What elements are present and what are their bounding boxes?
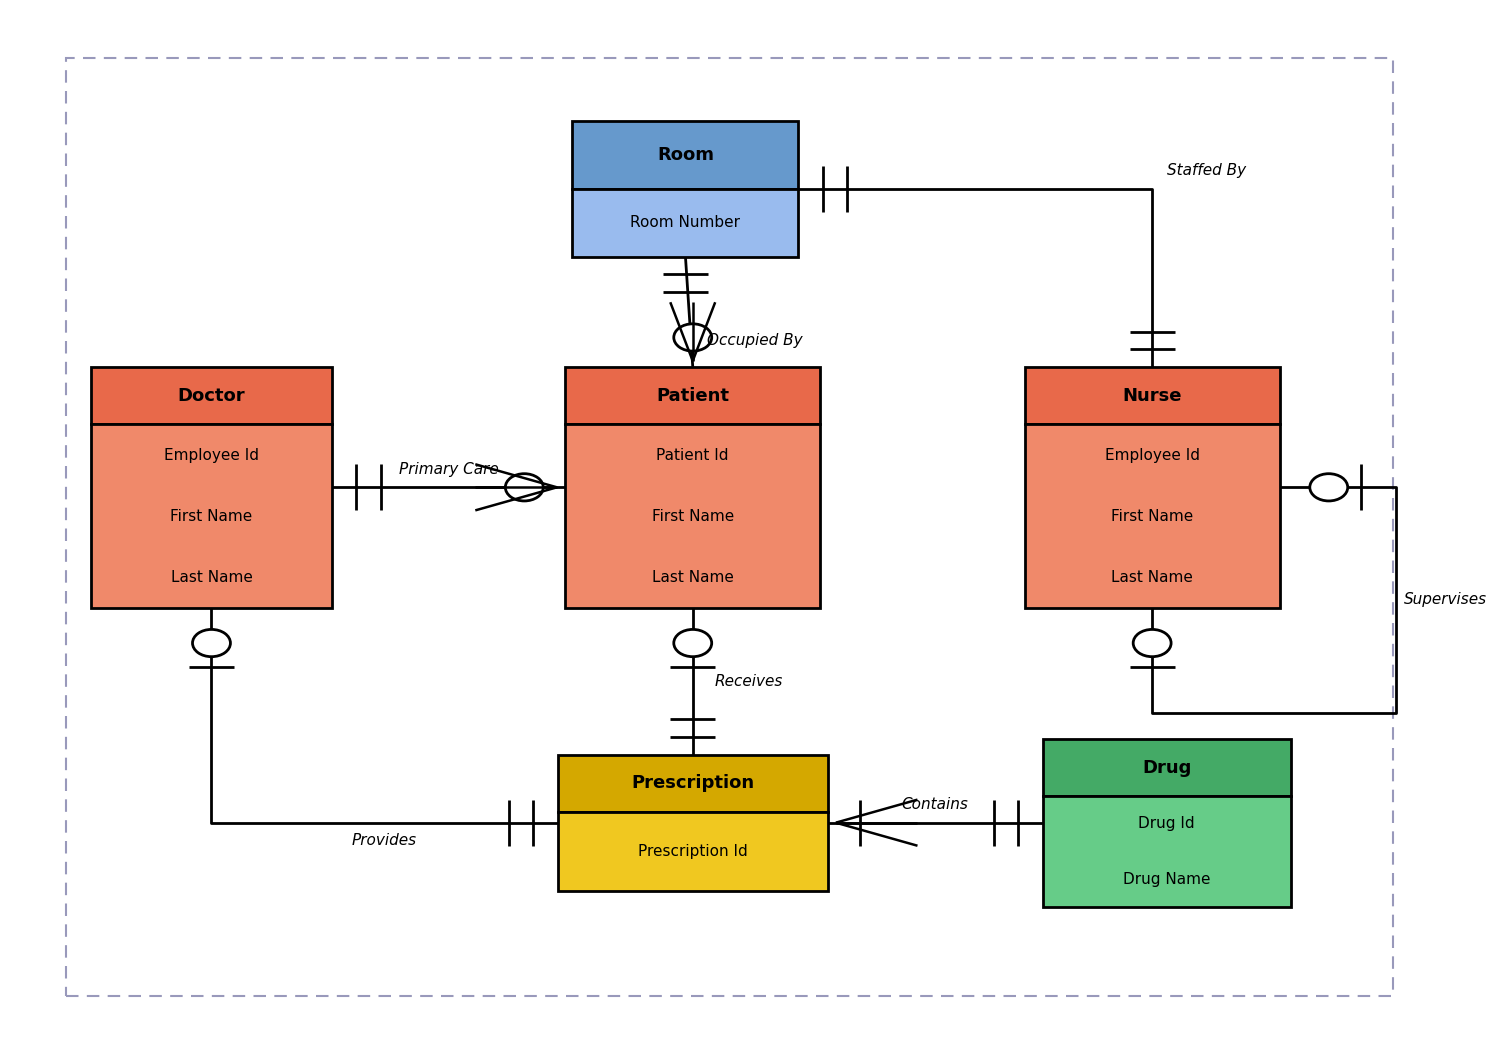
Text: Last Name: Last Name: [171, 570, 252, 585]
Text: Doctor: Doctor: [178, 387, 246, 405]
Text: Last Name: Last Name: [652, 570, 734, 585]
Text: Drug Id: Drug Id: [1138, 816, 1195, 831]
Circle shape: [505, 474, 544, 501]
Bar: [1043, 796, 1291, 907]
Text: Employee Id: Employee Id: [163, 447, 259, 462]
Text: Patient Id: Patient Id: [656, 447, 730, 462]
Circle shape: [1309, 474, 1348, 501]
Bar: [66, 58, 1393, 996]
Bar: [1043, 739, 1291, 796]
Circle shape: [674, 630, 712, 657]
Text: Prescription Id: Prescription Id: [638, 844, 748, 859]
Bar: [1025, 367, 1279, 424]
Text: Drug Name: Drug Name: [1124, 872, 1210, 887]
Text: Contains: Contains: [902, 798, 969, 812]
Text: First Name: First Name: [652, 508, 734, 524]
Bar: [572, 189, 798, 257]
Text: Patient: Patient: [656, 387, 730, 405]
Text: Provides: Provides: [352, 833, 418, 848]
Text: Prescription: Prescription: [631, 774, 755, 792]
Text: Staffed By: Staffed By: [1167, 163, 1246, 178]
Text: Drug: Drug: [1141, 759, 1191, 777]
Circle shape: [1132, 630, 1171, 657]
Bar: [91, 424, 331, 608]
Text: Nurse: Nurse: [1122, 387, 1182, 405]
Text: Employee Id: Employee Id: [1104, 447, 1200, 462]
Bar: [565, 367, 821, 424]
Bar: [1025, 424, 1279, 608]
Text: First Name: First Name: [171, 508, 253, 524]
Bar: [557, 812, 828, 891]
Bar: [572, 121, 798, 189]
Text: Receives: Receives: [715, 674, 783, 689]
Text: Last Name: Last Name: [1112, 570, 1192, 585]
Text: Supervises: Supervises: [1404, 592, 1488, 608]
Bar: [91, 367, 331, 424]
Text: Primary Care: Primary Care: [398, 462, 499, 477]
Bar: [557, 755, 828, 812]
Bar: [565, 424, 821, 608]
Text: Room: Room: [658, 146, 715, 163]
Text: First Name: First Name: [1112, 508, 1194, 524]
Text: Occupied By: Occupied By: [707, 332, 803, 348]
Circle shape: [674, 324, 712, 351]
Circle shape: [193, 630, 231, 657]
Text: Room Number: Room Number: [631, 215, 740, 231]
